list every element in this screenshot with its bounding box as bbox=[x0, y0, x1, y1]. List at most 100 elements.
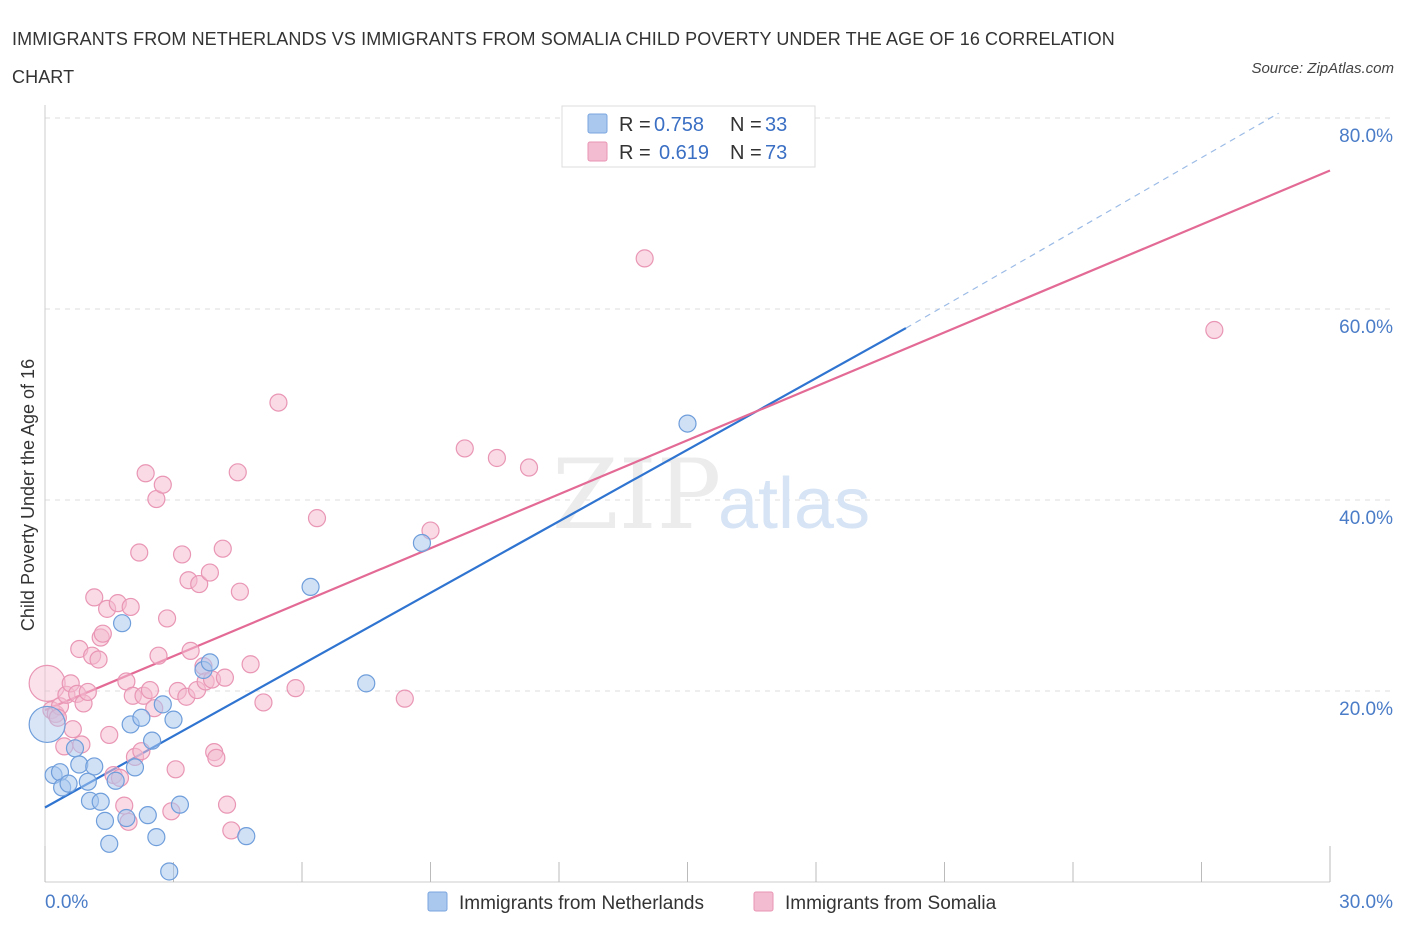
somalia-point-54 bbox=[213, 539, 232, 558]
somalia-point-63 bbox=[286, 679, 305, 698]
somalia-point-61 bbox=[254, 693, 273, 712]
netherlands-point-22 bbox=[153, 695, 172, 714]
trend-line-netherlands bbox=[44, 327, 907, 809]
x-tick-marks bbox=[44, 846, 1331, 882]
netherlands-point-5 bbox=[65, 739, 85, 758]
watermark: ZIP atlas bbox=[552, 439, 870, 551]
somalia-point-67 bbox=[455, 439, 474, 458]
y-tick-label-40: 40.0% bbox=[1339, 508, 1393, 529]
trend-lines bbox=[44, 112, 1331, 809]
somalia-point-45 bbox=[181, 641, 200, 660]
x-tick-label-min: 0.0% bbox=[45, 892, 88, 913]
somalia-point-7 bbox=[63, 720, 82, 739]
y-tick-labels: 20.0% 40.0% 60.0% 80.0% bbox=[1339, 126, 1393, 720]
legend-r-value-netherlands: 0.758 bbox=[654, 114, 704, 136]
trend-line-somalia bbox=[44, 169, 1331, 712]
netherlands-point-30 bbox=[357, 674, 376, 693]
netherlands-point-31 bbox=[412, 533, 432, 553]
netherlands-point-23 bbox=[160, 862, 179, 881]
somalia-point-12 bbox=[78, 682, 97, 702]
series-legend: Immigrants from Netherlands Immigrants f… bbox=[427, 891, 997, 914]
y-tick-label-80: 80.0% bbox=[1339, 126, 1393, 147]
somalia-point-71 bbox=[1205, 320, 1224, 340]
somalia-point-50 bbox=[200, 563, 220, 582]
netherlands-point-14 bbox=[112, 614, 132, 633]
somalia-point-36 bbox=[149, 646, 168, 665]
somalia-point-55 bbox=[215, 668, 234, 687]
netherlands-point-15 bbox=[117, 808, 136, 828]
somalia-point-53 bbox=[207, 748, 226, 767]
somalia-point-17 bbox=[93, 624, 112, 643]
source-label: Source: ZipAtlas.com bbox=[1251, 60, 1394, 77]
legend-n-label-somalia: N = bbox=[730, 142, 762, 164]
somalia-point-62 bbox=[269, 393, 288, 412]
netherlands-point-29 bbox=[301, 577, 320, 597]
somalia-point-65 bbox=[395, 689, 414, 708]
legend-n-value-somalia: 73 bbox=[765, 142, 787, 164]
legend-r-label-netherlands: R = bbox=[619, 114, 651, 136]
legend-n-value-netherlands: 33 bbox=[765, 114, 787, 136]
somalia-point-33 bbox=[140, 680, 160, 700]
somalia-point-15 bbox=[89, 650, 108, 669]
netherlands-point-20 bbox=[142, 731, 162, 750]
legend-r-value-somalia: 0.619 bbox=[659, 142, 709, 164]
somalia-point-68 bbox=[487, 448, 506, 468]
somalia-point-37 bbox=[153, 475, 172, 494]
netherlands-point-17 bbox=[125, 758, 145, 777]
netherlands-point-6 bbox=[70, 755, 89, 774]
gridlines bbox=[45, 117, 1390, 692]
somalia-point-40 bbox=[166, 760, 185, 779]
netherlands-point-27 bbox=[200, 653, 220, 672]
netherlands-point-25 bbox=[170, 795, 190, 814]
y-tick-label-20: 20.0% bbox=[1339, 699, 1393, 720]
somalia-point-42 bbox=[172, 545, 192, 564]
netherlands-point-10 bbox=[91, 792, 110, 811]
netherlands-point-12 bbox=[100, 834, 119, 853]
somalia-point-60 bbox=[241, 655, 260, 674]
netherlands-point-7 bbox=[78, 772, 97, 791]
y-axis-label: Child Poverty Under the Age of 16 bbox=[18, 359, 38, 631]
somalia-point-26 bbox=[121, 597, 140, 617]
netherlands-point-0 bbox=[28, 705, 66, 744]
somalia-point-70 bbox=[635, 249, 654, 268]
somalia-point-14 bbox=[85, 588, 104, 607]
somalia-point-29 bbox=[130, 543, 149, 562]
somalia-point-69 bbox=[519, 458, 539, 477]
netherlands-point-13 bbox=[106, 771, 125, 790]
trend-line-netherlands-extension bbox=[905, 112, 1279, 329]
somalia-point-19 bbox=[100, 725, 119, 745]
netherlands-point-24 bbox=[164, 710, 183, 729]
somalia-point-66 bbox=[421, 521, 440, 540]
netherlands-point-4 bbox=[59, 774, 78, 793]
netherlands-point-19 bbox=[138, 806, 157, 825]
legend-r-label-somalia: R = bbox=[619, 142, 651, 164]
somalia-point-38 bbox=[157, 609, 177, 628]
netherlands-point-11 bbox=[95, 811, 115, 830]
x-tick-label-max: 30.0% bbox=[1339, 892, 1393, 913]
netherlands-point-9 bbox=[85, 757, 104, 776]
correlation-legend: R = 0.758 N = 33 R = 0.619 N = 73 bbox=[561, 105, 816, 168]
somalia-point-59 bbox=[230, 582, 249, 601]
series-legend-swatch-somalia bbox=[753, 891, 774, 912]
netherlands-point-28 bbox=[237, 827, 256, 846]
legend-swatch-somalia bbox=[587, 141, 608, 162]
chart-title: IMMIGRANTS FROM NETHERLANDS VS IMMIGRANT… bbox=[12, 29, 1115, 87]
somalia-point-32 bbox=[136, 464, 155, 483]
netherlands-point-32 bbox=[678, 414, 697, 433]
somalia-point-58 bbox=[228, 463, 247, 482]
somalia-point-64 bbox=[307, 509, 327, 528]
somalia-point-47 bbox=[190, 574, 209, 594]
netherlands-point-18 bbox=[132, 708, 151, 727]
watermark-zip: ZIP bbox=[552, 439, 721, 551]
y-tick-label-60: 60.0% bbox=[1339, 317, 1393, 338]
series-legend-swatch-netherlands bbox=[427, 891, 448, 912]
netherlands-point-21 bbox=[147, 828, 166, 847]
series-legend-label-somalia: Immigrants from Somalia bbox=[785, 893, 997, 914]
legend-swatch-netherlands bbox=[587, 113, 608, 134]
watermark-atlas: atlas bbox=[718, 464, 870, 544]
legend-n-label-netherlands: N = bbox=[730, 114, 762, 136]
netherlands-points bbox=[28, 414, 697, 881]
series-legend-label-netherlands: Immigrants from Netherlands bbox=[459, 893, 704, 914]
somalia-point-56 bbox=[217, 795, 237, 814]
